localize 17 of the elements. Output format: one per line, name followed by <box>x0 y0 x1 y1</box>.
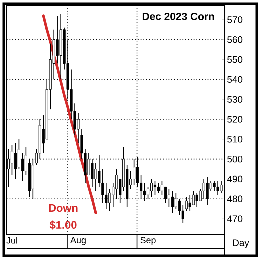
y-tick-label: 570 <box>228 16 243 24</box>
y-tick-label: 560 <box>228 36 243 44</box>
y-tick-label: 550 <box>228 56 243 64</box>
x-tick-label: Sep <box>140 237 156 246</box>
y-tick-label: 510 <box>228 136 243 143</box>
text: Dec 2023 Corn <box>142 12 214 20</box>
y-tick-label: 540 <box>228 76 243 84</box>
x-tick-label: Aug <box>70 237 86 246</box>
y-tick-label: 470 <box>227 216 243 222</box>
x-axis-title: Day <box>233 240 250 248</box>
y-tick-label: 480 <box>227 196 243 203</box>
annotation: Down $1.00 <box>49 204 78 230</box>
x-tick-label: Jul <box>6 237 18 244</box>
y-tick-label: 530 <box>228 96 243 103</box>
y-tick-label: 490 <box>227 176 243 183</box>
y-tick-label: 520 <box>228 116 243 123</box>
y-tick-label: 500 <box>228 156 243 163</box>
